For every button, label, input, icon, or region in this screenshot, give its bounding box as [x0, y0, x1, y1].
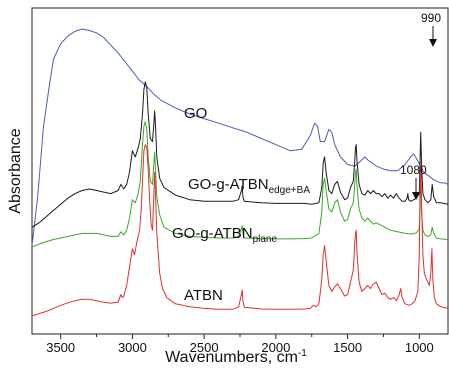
- x-tick-label: 1000: [405, 340, 434, 355]
- series-line-go-g-atbn-plane: [31, 121, 449, 248]
- x-tick-label: 2500: [190, 340, 219, 355]
- annotation-990-arrowhead: [429, 39, 437, 47]
- series-label-go-g-atbn-edge-ba: GO-g-ATBNedge+BA: [188, 176, 310, 196]
- x-axis-ticks: 3500 3000 2500 2000 1500 1000: [46, 334, 434, 355]
- annotation-1080: 1080: [400, 163, 427, 177]
- x-tick-label: 2000: [261, 340, 290, 355]
- spectra-lines: [31, 28, 449, 317]
- plot-frame: [31, 7, 449, 335]
- series-label-go-g-atbn-plane: GO-g-ATBNplane: [172, 225, 277, 245]
- annotation-990: 990: [421, 11, 441, 25]
- y-axis-title: Absorbance: [7, 128, 24, 213]
- x-tick-label: 3000: [118, 340, 147, 355]
- series-line-go: [31, 28, 449, 246]
- x-axis-title: Wavenumbers, cm-1: [165, 348, 307, 366]
- series-label-go: GO: [184, 105, 207, 122]
- series-label-atbn: ATBN: [184, 287, 223, 304]
- series-line-atbn: [31, 144, 449, 317]
- annotation-1080-arrowhead: [412, 192, 420, 200]
- x-tick-label: 3500: [46, 340, 75, 355]
- series-line-go-g-atbn-edge-ba: [31, 81, 449, 228]
- x-tick-label: 1500: [333, 340, 362, 355]
